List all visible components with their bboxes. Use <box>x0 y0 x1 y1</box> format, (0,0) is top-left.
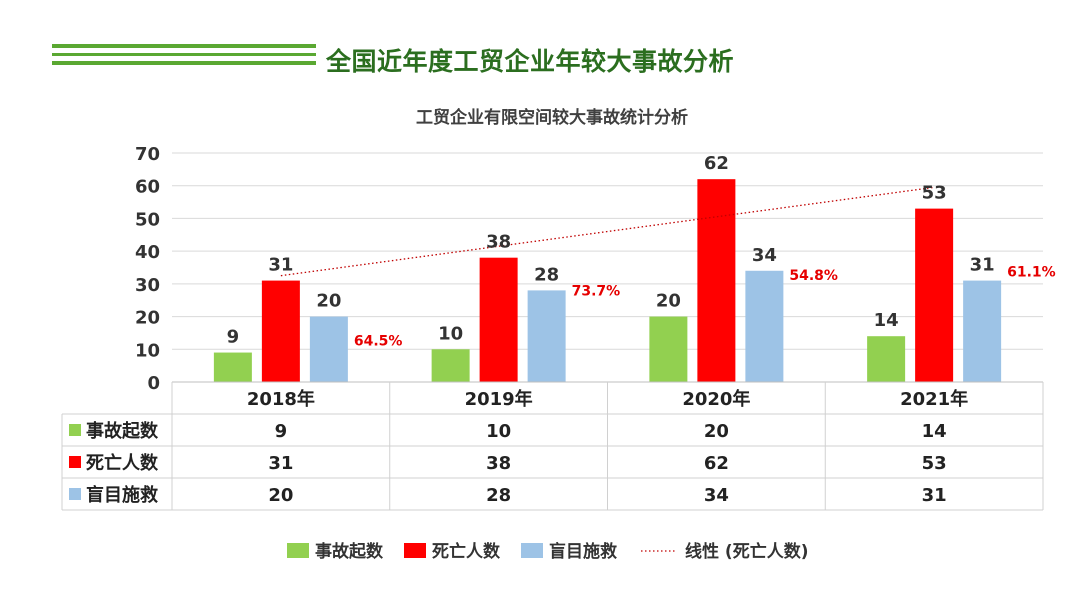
data-label: 20 <box>316 291 341 312</box>
data-label: 9 <box>227 327 240 348</box>
legend-swatch <box>521 543 543 558</box>
bar <box>697 179 736 382</box>
slide-title: 全国近年度工贸企业年较大事故分析 <box>326 47 735 76</box>
data-label: 53 <box>922 183 947 204</box>
bar <box>309 316 348 382</box>
category-label: 2018年 <box>247 388 315 410</box>
table-legend-swatch <box>69 488 81 500</box>
y-tick-label: 20 <box>135 308 160 329</box>
legend: 事故起数 死亡人数 盲目施救 线性 (死亡人数) <box>287 541 808 562</box>
data-label: 34 <box>752 245 777 266</box>
data-labels: 9 10 20 14 31 38 62 53 20 28 34 31 64.5% 73.7% 54.8% 61… <box>227 153 1056 349</box>
bar <box>527 290 566 382</box>
data-label: 28 <box>534 264 559 285</box>
table-cell: 31 <box>922 485 947 506</box>
data-label: 31 <box>970 255 995 276</box>
bar <box>649 316 688 382</box>
bar <box>261 280 300 382</box>
data-label: 10 <box>438 323 463 344</box>
table-cell: 62 <box>704 453 729 474</box>
legend-label: 线性 (死亡人数) <box>685 541 808 562</box>
percentage-annotation: 64.5% <box>354 334 403 350</box>
table-series-name: 盲目施救 <box>86 484 158 506</box>
category-label: 2020年 <box>682 388 750 410</box>
bar <box>915 208 954 382</box>
gridlines <box>172 152 1043 350</box>
decoration-bar <box>52 61 316 65</box>
y-tick-label: 50 <box>135 209 160 230</box>
table-cell: 14 <box>922 421 947 442</box>
table-cell: 20 <box>268 485 293 506</box>
trendline <box>280 186 935 277</box>
y-axis: 0 10 20 30 40 50 60 70 <box>135 144 160 394</box>
y-tick-label: 60 <box>135 177 160 198</box>
table-cell: 20 <box>704 421 729 442</box>
percentage-annotation: 73.7% <box>572 283 621 299</box>
legend-swatch <box>404 543 426 558</box>
bar <box>867 336 906 382</box>
data-label: 38 <box>486 232 511 253</box>
y-tick-label: 10 <box>135 340 160 361</box>
data-label: 31 <box>268 255 293 276</box>
category-label: 2021年 <box>900 388 968 410</box>
chart-title: 工贸企业有限空间较大事故统计分析 <box>416 107 688 128</box>
bar <box>213 352 252 382</box>
trendline-line <box>280 186 935 277</box>
y-tick-label: 70 <box>135 144 160 165</box>
legend-label: 盲目施救 <box>549 541 617 562</box>
table-cell: 28 <box>486 485 511 506</box>
decoration-bar <box>52 53 316 56</box>
table-cell: 34 <box>704 485 729 506</box>
table-legend-swatch <box>69 456 81 468</box>
y-tick-label: 0 <box>147 373 160 394</box>
y-tick-label: 30 <box>135 275 160 296</box>
percentage-annotation: 54.8% <box>789 268 838 284</box>
percentage-annotation: 61.1% <box>1007 265 1056 281</box>
bar <box>431 349 470 382</box>
bars <box>213 179 1002 382</box>
data-label: 62 <box>704 153 729 174</box>
category-label: 2019年 <box>465 388 533 410</box>
bar <box>479 257 518 382</box>
table-legend-swatch <box>69 424 81 436</box>
table-cell: 38 <box>486 453 511 474</box>
table-cell: 31 <box>268 453 293 474</box>
legend-label: 死亡人数 <box>432 541 501 562</box>
decoration-bar <box>52 44 316 48</box>
table-cell: 53 <box>922 453 947 474</box>
legend-swatch <box>287 543 309 558</box>
table-series-name: 死亡人数 <box>86 452 159 474</box>
bar <box>745 270 784 382</box>
y-tick-label: 40 <box>135 242 160 263</box>
data-label: 20 <box>656 291 681 312</box>
table-cell: 10 <box>486 421 511 442</box>
bar <box>963 280 1002 382</box>
legend-label: 事故起数 <box>315 541 384 562</box>
table-series-name: 事故起数 <box>86 420 159 442</box>
table-cell: 9 <box>275 421 288 442</box>
data-label: 14 <box>874 310 899 331</box>
